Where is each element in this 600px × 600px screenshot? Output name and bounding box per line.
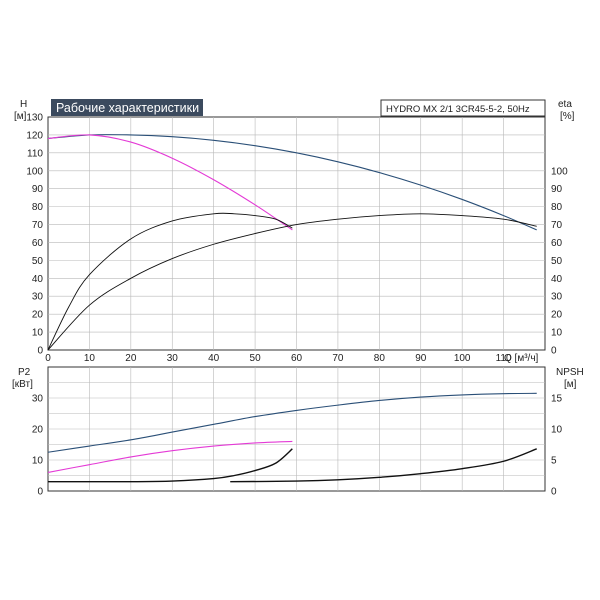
bottom-right-y-tick-label: 10	[551, 425, 563, 436]
bottom-left-y-tick-label: 30	[32, 394, 44, 405]
top-left-y-tick-label: 30	[32, 292, 44, 303]
bottom-right-y-tick-label: 0	[551, 487, 557, 498]
x-tick-label: 70	[332, 353, 344, 364]
bottom-series-line-2	[47, 440, 293, 473]
model-label-box	[380, 99, 546, 117]
bottom-left-y-tick-label: 10	[32, 456, 44, 467]
top-left-y-tick-label: 110	[27, 148, 43, 159]
top-series-line-4	[47, 213, 537, 351]
top-left-y-tick-label: 90	[32, 184, 44, 195]
top-right-y-tick-label: 80	[551, 202, 563, 213]
top-left-axis-unit: [м]	[14, 111, 27, 122]
top-series-line-2	[47, 134, 293, 231]
top-left-y-tick-label: 50	[32, 256, 44, 267]
model-label: HYDRO MX 2/1 3CR45-5-2, 50Hz	[386, 104, 530, 115]
x-tick-label: 90	[415, 353, 427, 364]
x-tick-label: 0	[45, 353, 51, 364]
top-right-axis-unit: [%]	[560, 111, 575, 122]
chart-title: Рабочие характеристики	[56, 101, 199, 115]
top-right-y-tick-label: 40	[551, 274, 563, 285]
top-left-y-tick-label: 130	[26, 113, 43, 124]
chart-title-background	[51, 99, 203, 116]
top-left-y-tick-label: 0	[37, 346, 43, 357]
top-right-axis-label: eta	[558, 99, 572, 110]
x-tick-label: 100	[454, 353, 471, 364]
x-tick-label: 40	[208, 353, 220, 364]
top-right-y-tick-label: 50	[551, 256, 563, 267]
x-tick-label: 30	[167, 353, 179, 364]
x-tick-label: 60	[291, 353, 303, 364]
top-series-line-1	[47, 134, 537, 231]
top-right-y-tick-label: 70	[551, 220, 563, 231]
bottom-left-y-tick-label: 20	[32, 425, 44, 436]
top-grid	[48, 117, 545, 350]
top-left-y-tick-label: 20	[32, 310, 44, 321]
bottom-right-axis-unit: [м]	[564, 379, 577, 390]
bottom-series-group	[47, 392, 537, 483]
x-tick-label: 10	[84, 353, 96, 364]
top-right-y-tick-label: 100	[551, 166, 568, 177]
top-series-group	[47, 134, 537, 351]
x-axis-label: Q [м³/ч]	[504, 353, 539, 364]
top-right-y-tick-label: 90	[551, 184, 563, 195]
bottom-right-y-tick-label: 15	[551, 394, 563, 405]
top-right-y-tick-label: 30	[551, 292, 563, 303]
top-left-y-tick-label: 80	[32, 202, 44, 213]
top-left-y-tick-label: 60	[32, 238, 44, 249]
bottom-left-axis-unit: [кВт]	[12, 379, 33, 390]
bottom-right-y-tick-label: 5	[551, 456, 557, 467]
top-left-y-tick-label: 10	[32, 328, 44, 339]
bottom-left-axis-label: P2	[18, 367, 31, 378]
top-right-y-tick-label: 20	[551, 310, 563, 321]
top-left-y-tick-label: 100	[26, 166, 43, 177]
x-tick-label: 80	[374, 353, 386, 364]
bottom-left-y-tick-label: 0	[37, 487, 43, 498]
top-left-y-tick-label: 70	[32, 220, 44, 231]
bottom-grid	[48, 367, 545, 491]
bottom-series-line-4	[230, 448, 537, 483]
bottom-right-axis-label: NPSH	[556, 367, 584, 378]
x-tick-label: 50	[250, 353, 262, 364]
top-right-y-tick-label: 60	[551, 238, 563, 249]
top-left-y-tick-label: 40	[32, 274, 44, 285]
top-left-y-tick-label: 120	[26, 130, 43, 141]
top-series-line-3	[47, 212, 293, 351]
top-left-axis-label: H	[20, 99, 27, 110]
tick-labels: 0 10 20 30 40 50 60 70 80 90 100 110010203040506070…	[26, 113, 568, 498]
bottom-series-line-3	[48, 448, 293, 483]
top-right-y-tick-label: 0	[551, 346, 557, 357]
x-tick-label: 110	[496, 353, 512, 364]
x-tick-label: 20	[125, 353, 137, 364]
bottom-series-line-1	[47, 392, 537, 453]
top-right-y-tick-label: 10	[551, 328, 563, 339]
